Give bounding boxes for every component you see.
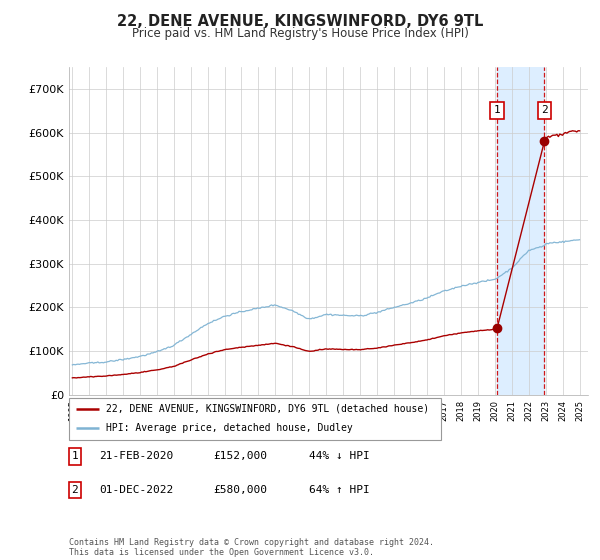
Text: Contains HM Land Registry data © Crown copyright and database right 2024.
This d: Contains HM Land Registry data © Crown c… <box>69 538 434 557</box>
Text: 22, DENE AVENUE, KINGSWINFORD, DY6 9TL: 22, DENE AVENUE, KINGSWINFORD, DY6 9TL <box>117 14 483 29</box>
Text: Price paid vs. HM Land Registry's House Price Index (HPI): Price paid vs. HM Land Registry's House … <box>131 27 469 40</box>
Text: 2: 2 <box>71 485 79 495</box>
Text: 1: 1 <box>494 105 500 115</box>
Text: £152,000: £152,000 <box>213 451 267 461</box>
Text: 44% ↓ HPI: 44% ↓ HPI <box>309 451 370 461</box>
FancyBboxPatch shape <box>69 398 441 440</box>
Bar <box>497 67 544 395</box>
Text: 22, DENE AVENUE, KINGSWINFORD, DY6 9TL (detached house): 22, DENE AVENUE, KINGSWINFORD, DY6 9TL (… <box>106 404 430 414</box>
Text: HPI: Average price, detached house, Dudley: HPI: Average price, detached house, Dudl… <box>106 423 353 433</box>
Text: £580,000: £580,000 <box>213 485 267 495</box>
Text: 1: 1 <box>71 451 79 461</box>
Text: 21-FEB-2020: 21-FEB-2020 <box>99 451 173 461</box>
Text: 64% ↑ HPI: 64% ↑ HPI <box>309 485 370 495</box>
Text: 01-DEC-2022: 01-DEC-2022 <box>99 485 173 495</box>
Text: 2: 2 <box>541 105 548 115</box>
